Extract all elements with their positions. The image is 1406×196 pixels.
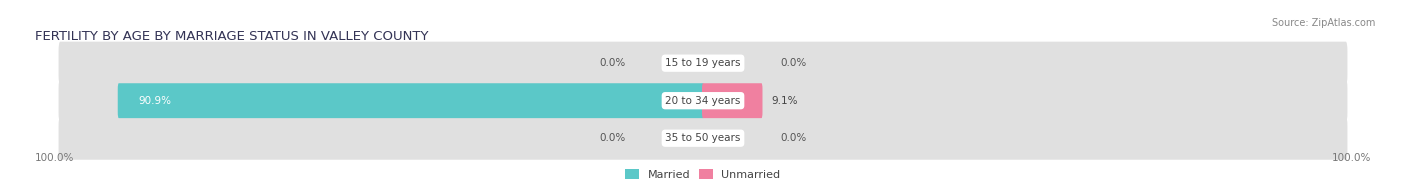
Text: 9.1%: 9.1% bbox=[770, 96, 797, 106]
FancyBboxPatch shape bbox=[59, 117, 1347, 160]
Text: 35 to 50 years: 35 to 50 years bbox=[665, 133, 741, 143]
Legend: Married, Unmarried: Married, Unmarried bbox=[621, 164, 785, 184]
Text: FERTILITY BY AGE BY MARRIAGE STATUS IN VALLEY COUNTY: FERTILITY BY AGE BY MARRIAGE STATUS IN V… bbox=[35, 30, 427, 43]
Text: 100.0%: 100.0% bbox=[35, 153, 75, 163]
Text: 90.9%: 90.9% bbox=[138, 96, 172, 106]
FancyBboxPatch shape bbox=[118, 83, 704, 118]
Text: 0.0%: 0.0% bbox=[780, 58, 807, 68]
FancyBboxPatch shape bbox=[702, 83, 762, 118]
FancyBboxPatch shape bbox=[59, 42, 1347, 85]
Text: 20 to 34 years: 20 to 34 years bbox=[665, 96, 741, 106]
Text: 0.0%: 0.0% bbox=[599, 133, 626, 143]
Text: 100.0%: 100.0% bbox=[1331, 153, 1371, 163]
Text: 0.0%: 0.0% bbox=[780, 133, 807, 143]
Text: 15 to 19 years: 15 to 19 years bbox=[665, 58, 741, 68]
Text: 0.0%: 0.0% bbox=[599, 58, 626, 68]
Text: Source: ZipAtlas.com: Source: ZipAtlas.com bbox=[1271, 18, 1375, 28]
FancyBboxPatch shape bbox=[59, 79, 1347, 122]
